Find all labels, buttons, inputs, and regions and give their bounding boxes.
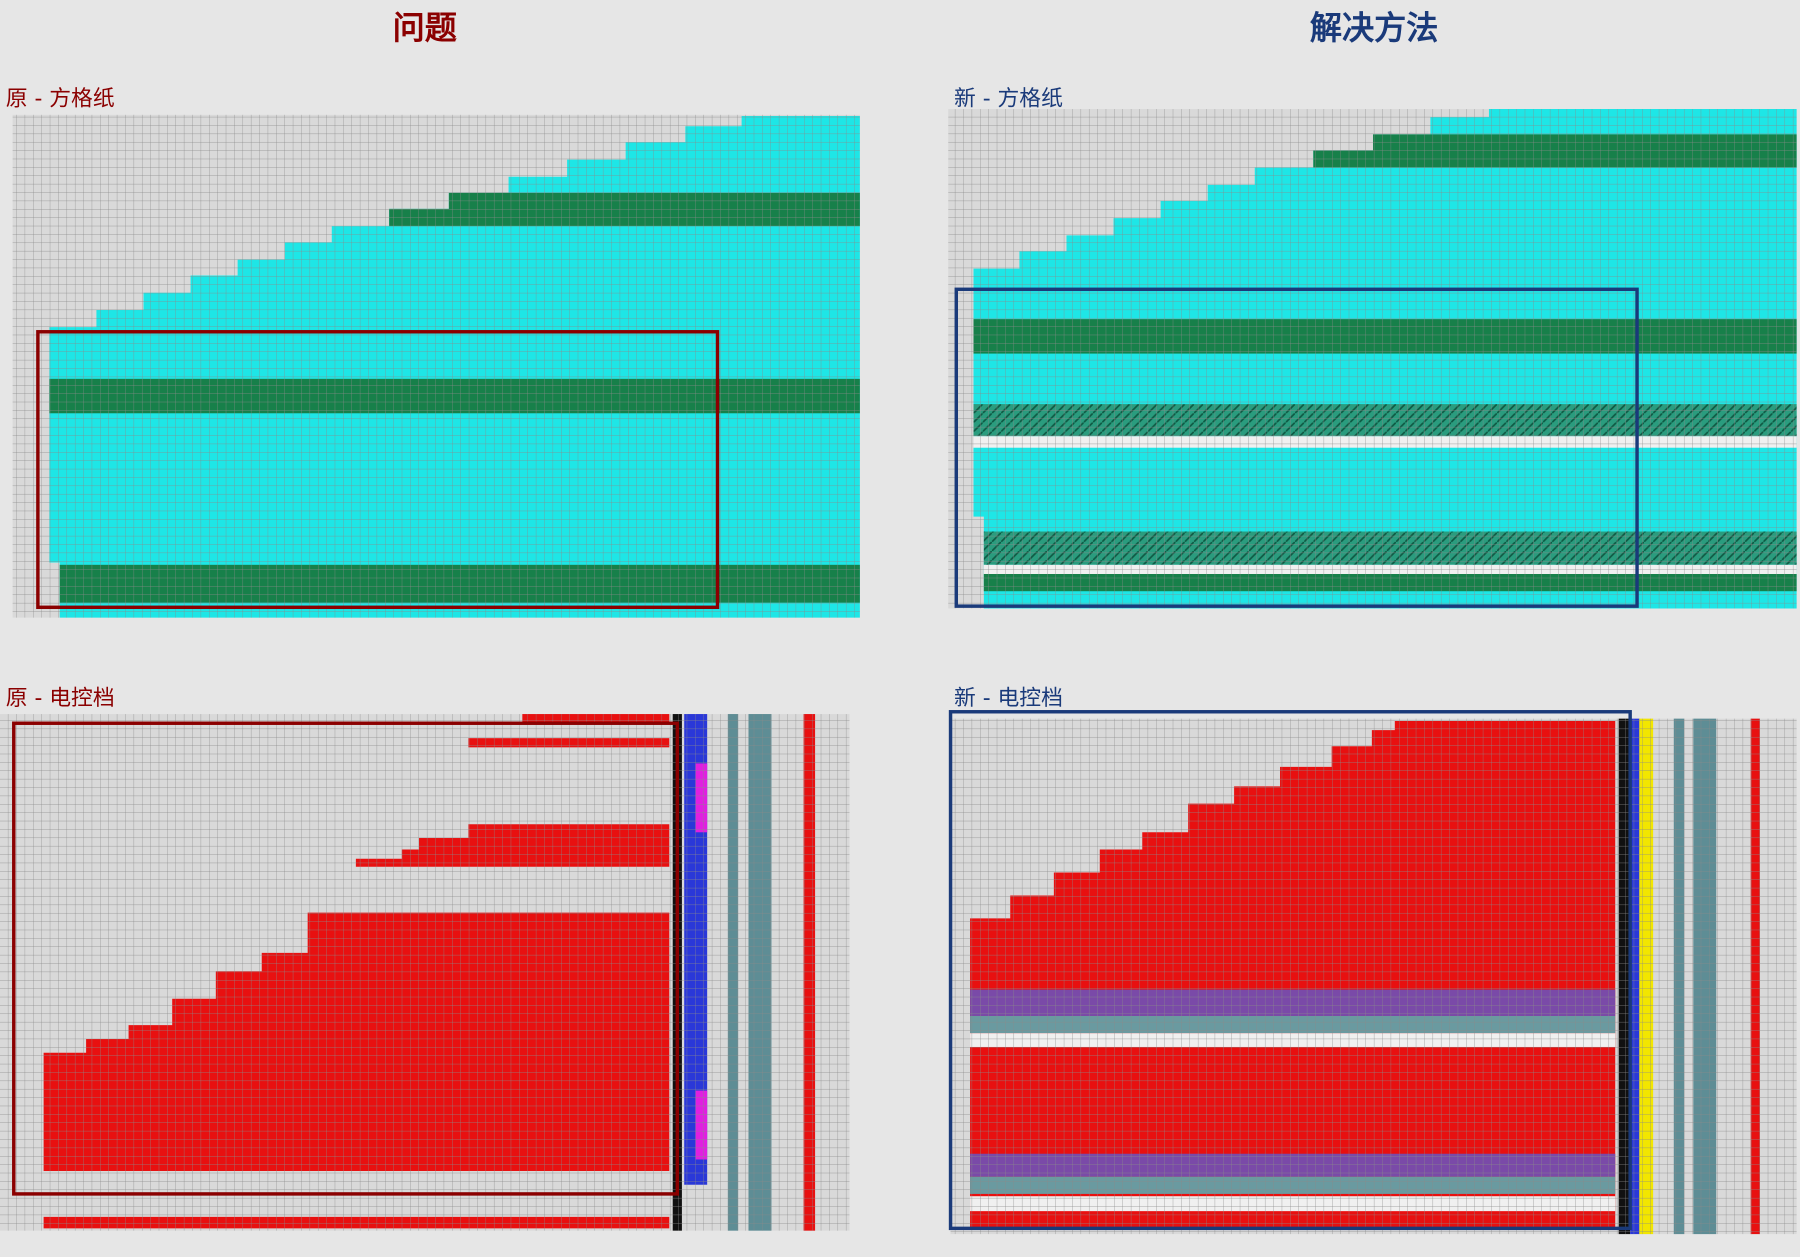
new-control-panel (948, 710, 1797, 1235)
panel-label: 原 - 电控档 (6, 686, 115, 711)
problem-title: 问题 (393, 9, 457, 47)
old-control-panel (0, 714, 850, 1231)
old-grid-panel (12, 114, 860, 618)
new-grid-panel (948, 109, 1797, 609)
panel-label: 原 - 方格纸 (6, 87, 115, 112)
content: 问题 解决方法 原 - 方格纸 新 - 方格纸 原 - 电控档 新 - 电控档 (0, 9, 1797, 1235)
panel-label: 新 - 方格纸 (954, 87, 1063, 112)
solution-title: 解决方法 (1310, 9, 1439, 47)
panel-label: 新 - 电控档 (954, 686, 1063, 711)
